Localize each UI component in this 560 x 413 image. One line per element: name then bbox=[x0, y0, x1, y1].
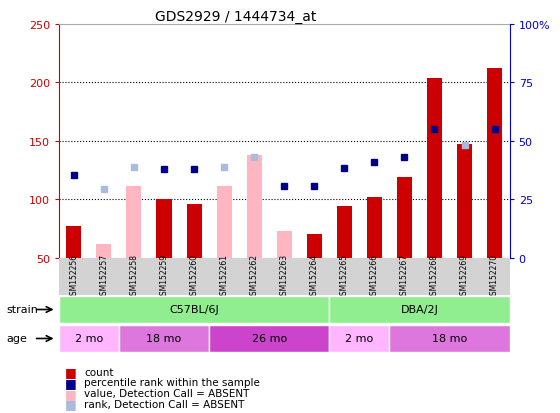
Bar bbox=[487, 69, 502, 258]
Text: GSM152270: GSM152270 bbox=[490, 254, 499, 300]
Bar bbox=[156, 200, 171, 258]
Bar bbox=[59, 325, 119, 353]
Text: GSM152266: GSM152266 bbox=[370, 254, 379, 300]
Text: GSM152267: GSM152267 bbox=[400, 254, 409, 300]
Bar bbox=[337, 207, 352, 258]
Text: percentile rank within the sample: percentile rank within the sample bbox=[84, 377, 260, 387]
Text: ■: ■ bbox=[64, 397, 76, 411]
Text: GSM152259: GSM152259 bbox=[160, 254, 169, 300]
Bar bbox=[307, 235, 322, 258]
Bar bbox=[217, 187, 232, 258]
Bar bbox=[246, 155, 262, 258]
Text: GSM152257: GSM152257 bbox=[99, 254, 109, 300]
Bar bbox=[457, 145, 472, 258]
Bar bbox=[397, 178, 412, 258]
Bar bbox=[329, 325, 389, 353]
Text: GSM152256: GSM152256 bbox=[69, 254, 78, 300]
Bar bbox=[367, 197, 382, 258]
Text: GSM152260: GSM152260 bbox=[189, 254, 199, 300]
Bar bbox=[127, 187, 142, 258]
Text: strain: strain bbox=[7, 304, 39, 314]
Text: GSM152268: GSM152268 bbox=[430, 254, 439, 300]
Text: GSM152261: GSM152261 bbox=[220, 254, 228, 300]
Text: 26 mo: 26 mo bbox=[251, 334, 287, 344]
Text: ■: ■ bbox=[64, 387, 76, 400]
Bar bbox=[186, 204, 202, 258]
Text: C57BL/6J: C57BL/6J bbox=[169, 305, 219, 315]
Bar bbox=[427, 78, 442, 258]
Text: 18 mo: 18 mo bbox=[432, 334, 467, 344]
Bar bbox=[66, 227, 81, 258]
Text: GSM152262: GSM152262 bbox=[250, 254, 259, 300]
Text: 2 mo: 2 mo bbox=[345, 334, 374, 344]
Text: GSM152258: GSM152258 bbox=[129, 254, 138, 300]
Text: value, Detection Call = ABSENT: value, Detection Call = ABSENT bbox=[84, 388, 249, 398]
Bar bbox=[119, 325, 209, 353]
Bar bbox=[209, 325, 329, 353]
Bar bbox=[389, 325, 510, 353]
Text: count: count bbox=[84, 367, 114, 377]
Text: GSM152263: GSM152263 bbox=[279, 254, 289, 300]
Text: GSM152269: GSM152269 bbox=[460, 254, 469, 300]
Bar bbox=[277, 231, 292, 258]
Text: GDS2929 / 1444734_at: GDS2929 / 1444734_at bbox=[155, 10, 316, 24]
Text: 2 mo: 2 mo bbox=[74, 334, 103, 344]
Text: DBA/2J: DBA/2J bbox=[400, 305, 438, 315]
Text: age: age bbox=[7, 333, 27, 343]
Text: rank, Detection Call = ABSENT: rank, Detection Call = ABSENT bbox=[84, 399, 244, 409]
Bar bbox=[59, 296, 329, 324]
Text: 18 mo: 18 mo bbox=[146, 334, 181, 344]
Text: ■: ■ bbox=[64, 376, 76, 389]
Text: GSM152264: GSM152264 bbox=[310, 254, 319, 300]
Bar bbox=[96, 244, 111, 258]
Text: ■: ■ bbox=[64, 365, 76, 378]
Bar bbox=[329, 296, 510, 324]
Text: GSM152265: GSM152265 bbox=[340, 254, 349, 300]
